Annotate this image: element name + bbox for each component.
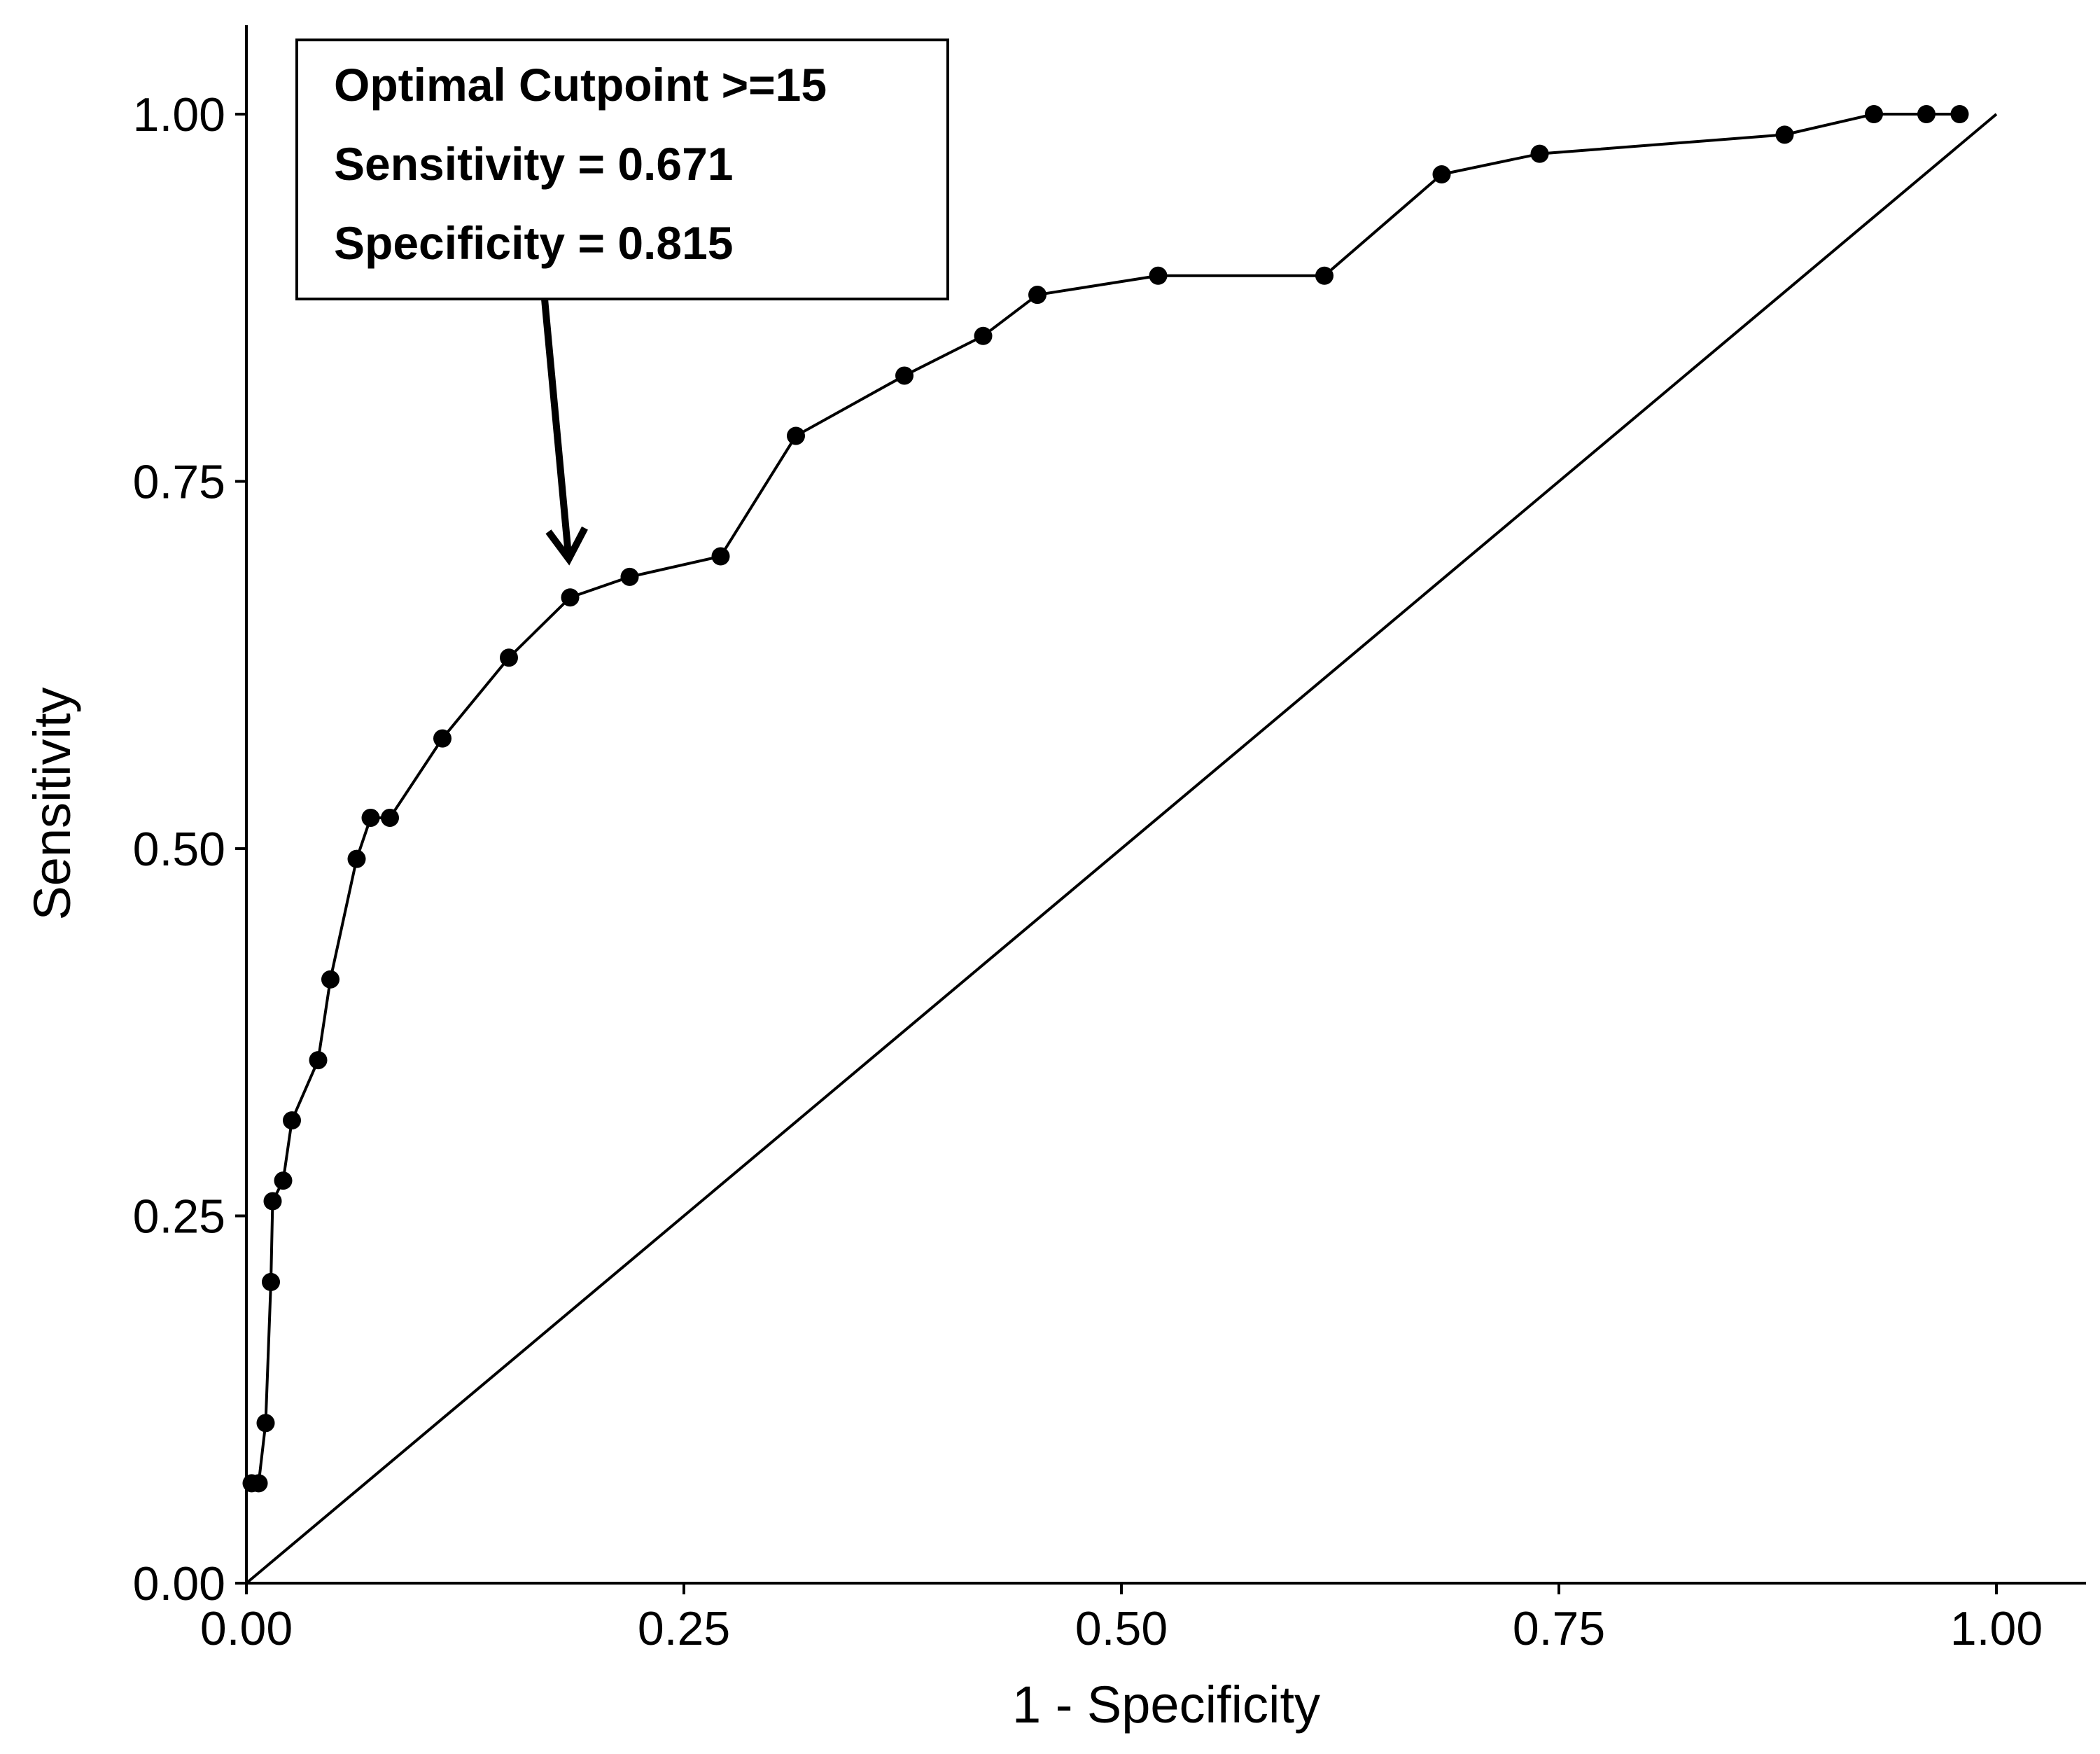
roc-point xyxy=(1775,125,1794,144)
x-tick-label: 0.00 xyxy=(200,1602,293,1655)
x-tick-label: 0.75 xyxy=(1513,1602,1605,1655)
roc-point xyxy=(895,366,913,385)
roc-point xyxy=(620,567,639,586)
roc-point xyxy=(1149,266,1168,285)
roc-point xyxy=(249,1474,268,1493)
roc-point xyxy=(1315,266,1334,285)
x-tick-label: 0.25 xyxy=(638,1602,730,1655)
roc-point xyxy=(256,1414,275,1433)
roc-point xyxy=(1950,105,1969,123)
roc-line-layer xyxy=(251,113,1960,1485)
roc-points-layer xyxy=(242,105,1969,1493)
roc-point xyxy=(381,808,399,827)
y-tick-label: 0.50 xyxy=(133,823,225,876)
x-axis-title: 1 - Specificity xyxy=(1012,1676,1320,1734)
roc-point xyxy=(1865,105,1883,123)
reference-diagonal xyxy=(245,113,1998,1585)
annotation-arrow-shaft xyxy=(541,298,573,559)
x-ticks: 0.00 0.25 0.50 0.75 1.00 xyxy=(200,1583,2043,1655)
roc-point xyxy=(321,970,340,989)
roc-point xyxy=(263,1192,282,1211)
roc-point xyxy=(1917,105,1935,123)
roc-point xyxy=(787,426,805,445)
roc-point xyxy=(1432,165,1451,184)
axes xyxy=(245,25,2086,1585)
x-tick-label: 1.00 xyxy=(1950,1602,2043,1655)
y-tick-label: 1.00 xyxy=(133,88,225,141)
roc-point xyxy=(283,1111,301,1130)
x-tick-label: 0.50 xyxy=(1075,1602,1168,1655)
roc-point xyxy=(433,729,451,748)
roc-point xyxy=(500,648,518,667)
y-axis-title: Sensitivity xyxy=(23,687,81,920)
roc-point xyxy=(974,326,993,345)
y-tick-label: 0.00 xyxy=(133,1557,225,1610)
annotation-line-2: Sensitivity = 0.671 xyxy=(334,138,734,190)
roc-point xyxy=(274,1171,293,1190)
roc-point xyxy=(347,849,366,868)
roc-point xyxy=(711,547,730,566)
y-tick-label: 0.75 xyxy=(133,456,225,509)
annotation-box xyxy=(295,39,949,300)
roc-point xyxy=(1530,144,1549,163)
roc-curve xyxy=(251,113,1960,1485)
reference-layer xyxy=(245,113,1998,1585)
y-tick-label: 0.25 xyxy=(133,1190,225,1244)
annotation-line-3: Specificity = 0.815 xyxy=(334,217,734,269)
annotation: Optimal Cutpoint >=15 Sensitivity = 0.67… xyxy=(295,39,949,566)
roc-point xyxy=(309,1051,328,1070)
annotation-arrow-head xyxy=(545,526,588,566)
roc-point xyxy=(262,1272,280,1291)
y-ticks: 0.00 0.25 0.50 0.75 1.00 xyxy=(133,88,246,1610)
roc-point xyxy=(361,808,380,827)
roc-point xyxy=(561,588,580,607)
roc-point xyxy=(1028,286,1046,305)
annotation-line-1: Optimal Cutpoint >=15 xyxy=(334,59,827,111)
